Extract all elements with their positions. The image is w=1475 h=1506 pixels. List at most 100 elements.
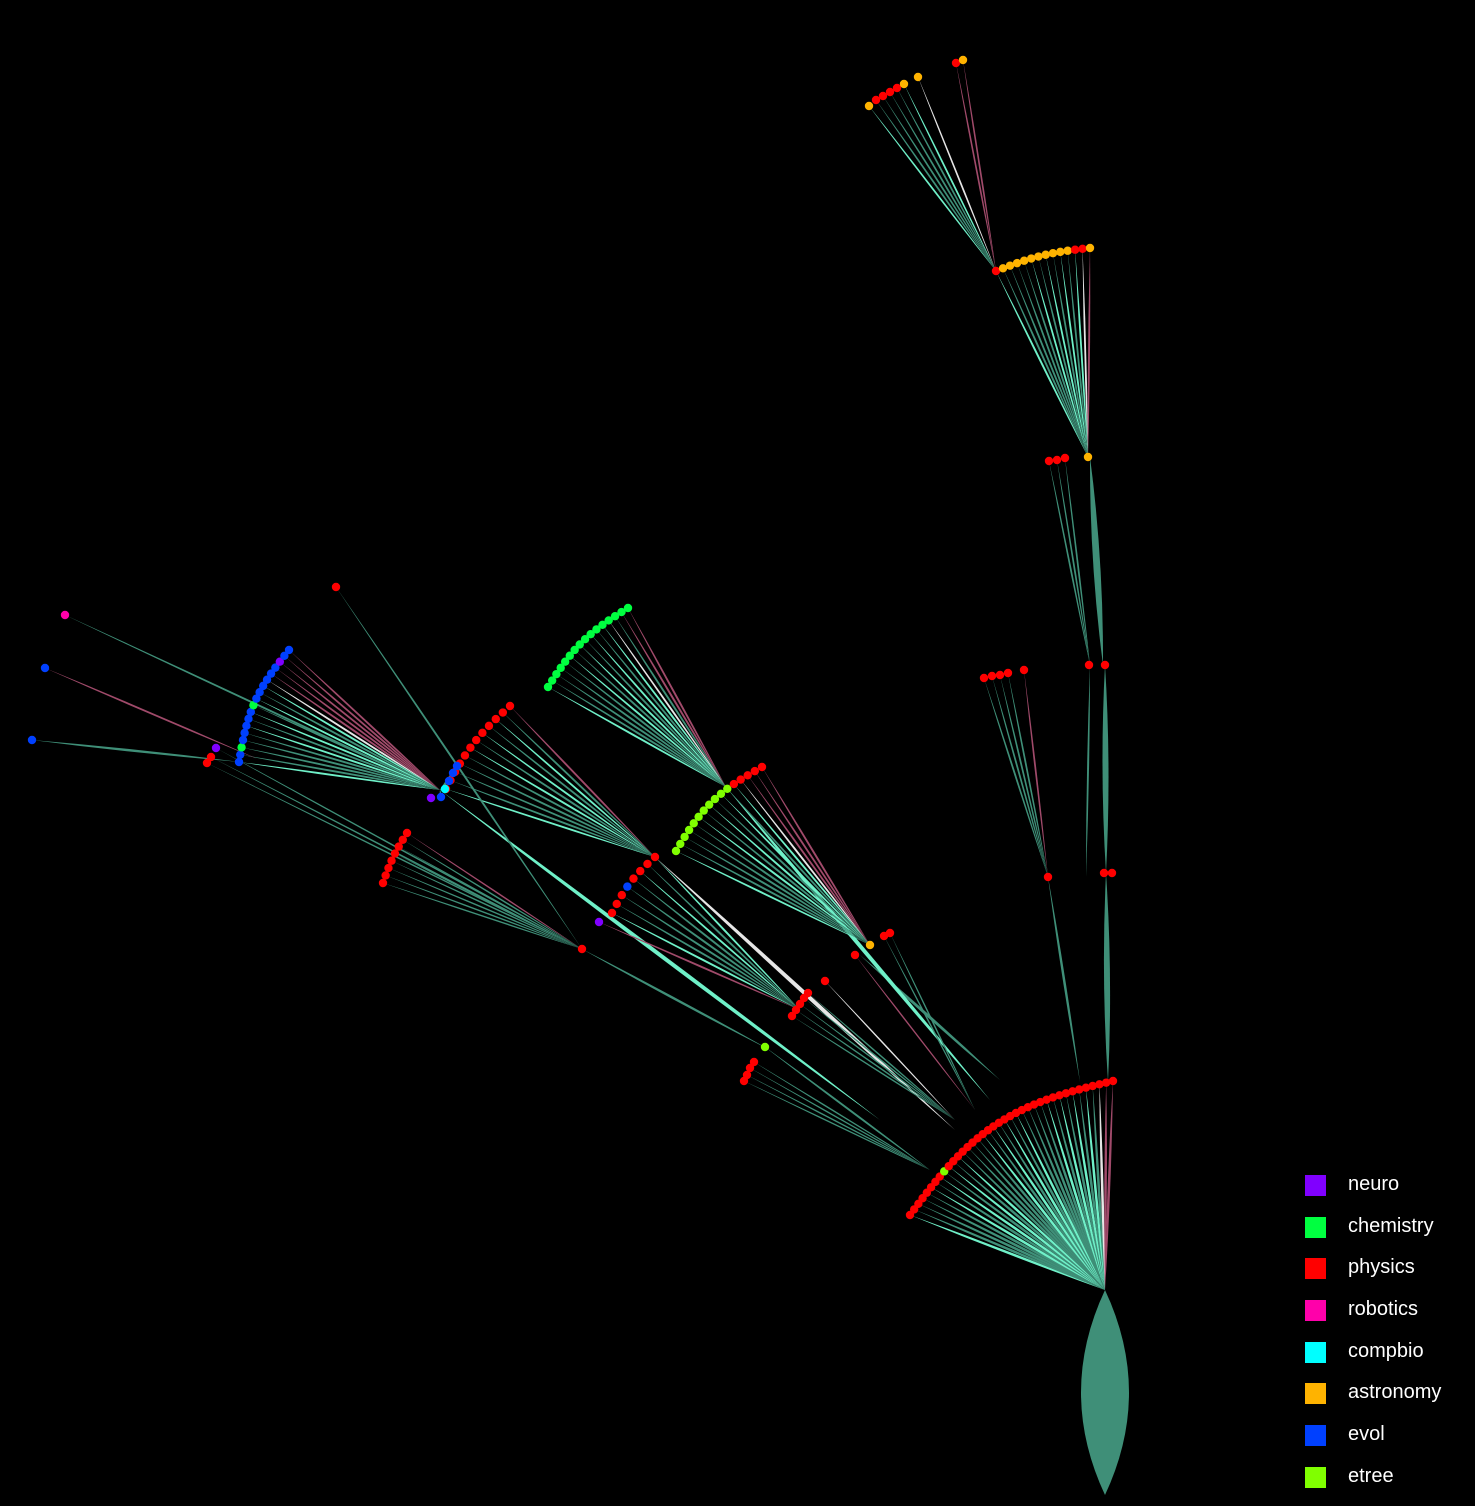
legend-swatch-evol bbox=[1305, 1425, 1326, 1447]
tree-edge bbox=[569, 655, 726, 787]
tree-node bbox=[1019, 256, 1029, 265]
tree-edge bbox=[407, 833, 582, 949]
tree-edge bbox=[918, 1203, 1105, 1290]
tree-edge bbox=[383, 883, 582, 949]
tree-edge bbox=[825, 981, 955, 1120]
tree-node bbox=[255, 687, 264, 697]
tree-edge bbox=[627, 886, 800, 1010]
tree-edge bbox=[1038, 256, 1088, 457]
tree-node bbox=[378, 878, 388, 888]
tree-edge bbox=[552, 680, 726, 787]
tree-edge bbox=[259, 692, 440, 790]
tree-node bbox=[885, 928, 895, 938]
tree-edge bbox=[1027, 1107, 1105, 1290]
tree-node bbox=[617, 607, 626, 617]
tree-edge bbox=[1049, 461, 1090, 665]
tree-node bbox=[650, 852, 660, 862]
tree-edge bbox=[890, 92, 996, 271]
tree-node bbox=[426, 793, 436, 803]
tree-node bbox=[745, 1063, 755, 1073]
tree-node bbox=[452, 761, 462, 771]
tree-edge bbox=[727, 788, 870, 945]
tree-edge bbox=[1082, 248, 1088, 457]
tree-node bbox=[680, 832, 689, 842]
tree-edge bbox=[253, 705, 440, 790]
tree-node bbox=[237, 743, 246, 752]
tree-edge bbox=[1102, 665, 1109, 873]
tree-edge bbox=[1057, 460, 1090, 665]
tree-edge bbox=[1087, 248, 1091, 457]
tree-edge bbox=[709, 804, 870, 945]
tree-edge bbox=[703, 810, 870, 945]
tree-node bbox=[610, 612, 620, 621]
tree-node bbox=[234, 757, 244, 767]
tree-edge bbox=[1045, 254, 1088, 457]
legend-label-etree: etree bbox=[1348, 1464, 1394, 1487]
tree-node bbox=[586, 629, 595, 639]
tree-node bbox=[1019, 665, 1029, 675]
tree-node bbox=[331, 582, 341, 592]
tree-edge bbox=[1003, 268, 1088, 457]
tree-node bbox=[1034, 252, 1043, 261]
tree-node bbox=[252, 694, 261, 703]
tree-edge bbox=[1008, 673, 1048, 877]
tree-edge bbox=[962, 1151, 1105, 1290]
tree-edge bbox=[1075, 249, 1088, 457]
tree-node bbox=[864, 101, 874, 111]
tree-edge bbox=[647, 863, 800, 1010]
tree-edge bbox=[698, 816, 870, 945]
tree-edge bbox=[754, 771, 870, 945]
tree-nodes bbox=[27, 55, 1118, 1220]
tree-edge bbox=[482, 732, 655, 857]
legend-swatch-astronomy bbox=[1305, 1383, 1326, 1405]
tree-node bbox=[398, 835, 407, 844]
tree-node bbox=[577, 944, 587, 954]
legend-swatch-compbio bbox=[1305, 1341, 1326, 1363]
tree-node bbox=[1044, 456, 1054, 466]
tree-edge bbox=[495, 719, 655, 857]
tree-edge bbox=[248, 718, 440, 790]
tree-edge bbox=[640, 871, 800, 1010]
tree-edge bbox=[628, 608, 726, 787]
tree-edge bbox=[596, 629, 726, 787]
tree-edge bbox=[956, 63, 996, 271]
legend-swatch-robotics bbox=[1305, 1300, 1326, 1322]
tree-edge bbox=[1048, 877, 1080, 1082]
tree-node bbox=[820, 976, 830, 986]
tree-node bbox=[202, 758, 212, 768]
tree-edge bbox=[616, 903, 800, 1010]
tree-node bbox=[384, 863, 393, 873]
tree-edge bbox=[693, 823, 870, 945]
tree-node bbox=[1081, 1083, 1091, 1092]
tree-node bbox=[244, 714, 253, 724]
tree-node bbox=[1068, 1087, 1077, 1096]
tree-node bbox=[743, 771, 752, 780]
tree-node bbox=[878, 91, 888, 101]
tree-edge bbox=[1024, 670, 1048, 877]
tree-edge bbox=[883, 96, 996, 271]
tree-edge bbox=[1099, 1084, 1105, 1290]
tree-node bbox=[1003, 668, 1013, 678]
tree-edge bbox=[633, 878, 800, 1010]
tree-edge bbox=[1060, 251, 1088, 457]
tree-edge bbox=[256, 698, 440, 790]
tree-node bbox=[594, 917, 604, 927]
tree-edge bbox=[385, 875, 582, 949]
tree-edge bbox=[914, 1209, 1105, 1290]
tree-node bbox=[958, 55, 968, 65]
tree-edge bbox=[455, 771, 655, 857]
tree-node bbox=[598, 620, 607, 630]
tree-node bbox=[484, 721, 494, 731]
tree-edge bbox=[241, 747, 440, 790]
tree-node bbox=[387, 856, 396, 865]
tree-node bbox=[885, 87, 895, 97]
tree-edge bbox=[275, 667, 440, 790]
tree-edge bbox=[747, 775, 870, 945]
tree-edge bbox=[897, 88, 996, 271]
tree-edge bbox=[992, 676, 1048, 877]
tree-node bbox=[565, 651, 574, 660]
tree-node bbox=[699, 806, 708, 815]
tree-edge bbox=[1104, 1082, 1107, 1290]
tree-edge bbox=[684, 836, 870, 945]
tree-node bbox=[787, 1011, 797, 1021]
